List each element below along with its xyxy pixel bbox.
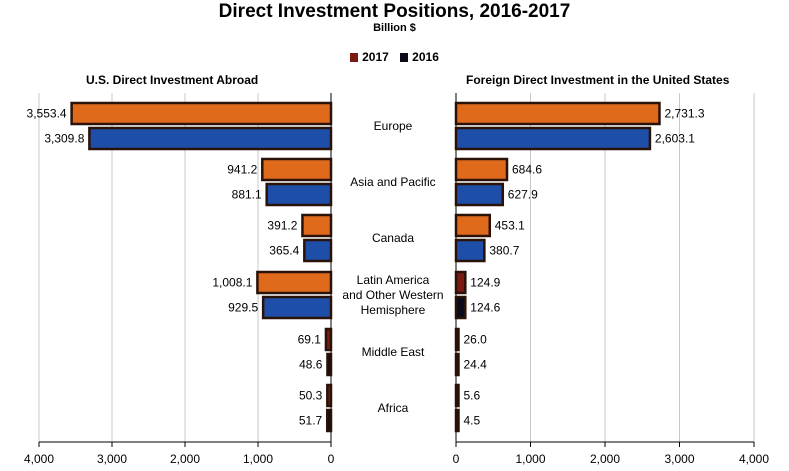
left-panel-title: U.S. Direct Investment Abroad xyxy=(86,73,259,87)
legend-label-2017: 2017 xyxy=(362,50,389,64)
bar-2016-us xyxy=(454,182,505,207)
bar-2016-abroad xyxy=(325,408,333,433)
bar-2017-abroad xyxy=(261,157,333,182)
legend-item-2016: 2016 xyxy=(400,50,439,64)
data-label: 5.6 xyxy=(464,389,481,403)
category-label: and Other Western xyxy=(342,288,443,302)
category-label: Europe xyxy=(374,119,413,133)
data-label: 24.4 xyxy=(464,358,488,372)
data-label: 2,603.1 xyxy=(655,132,695,146)
bar-2016-abroad xyxy=(265,182,333,207)
data-label: 881.1 xyxy=(232,188,262,202)
bar-2017-us xyxy=(454,270,467,295)
bar-2017-us xyxy=(454,327,460,352)
category-label: Asia and Pacific xyxy=(350,175,435,189)
legend-swatch-2016 xyxy=(400,53,409,62)
data-label: 124.9 xyxy=(470,276,500,290)
data-label: 3,553.4 xyxy=(27,107,67,121)
tick-label: 2,000 xyxy=(170,452,200,466)
data-label: 69.1 xyxy=(298,333,322,347)
chart-subtitle: Billion $ xyxy=(373,22,416,34)
data-label: 929.5 xyxy=(228,301,258,315)
legend: 2017 2016 xyxy=(0,50,789,64)
bar-2016-abroad xyxy=(326,352,333,377)
legend-swatch-2017 xyxy=(350,53,359,62)
tick-label: 0 xyxy=(328,452,335,466)
tick-label: 2,000 xyxy=(590,452,620,466)
chart-title: Direct Investment Positions, 2016-2017 xyxy=(218,1,571,22)
data-label: 380.7 xyxy=(489,244,519,258)
legend-label-2016: 2016 xyxy=(412,50,439,64)
bar-2017-abroad xyxy=(256,270,333,295)
data-label: 2,731.3 xyxy=(664,107,704,121)
category-label: Africa xyxy=(378,401,409,415)
bar-2017-abroad xyxy=(326,383,333,408)
label-layer: 4,000 3,000 2,000 1,000 0 3,553.4 941.2 391.2 1,… xyxy=(24,107,769,467)
bar-2016-abroad xyxy=(261,295,333,320)
data-label: 3,309.8 xyxy=(44,132,84,146)
bar-2016-abroad xyxy=(88,126,333,151)
tick-label: 4,000 xyxy=(739,452,769,466)
bar-2017-us xyxy=(454,383,460,408)
bar-layer xyxy=(70,101,661,433)
bar-2017-us xyxy=(454,101,661,126)
data-label: 941.2 xyxy=(227,163,257,177)
bar-2017-us xyxy=(454,213,492,238)
tick-label: 3,000 xyxy=(664,452,694,466)
legend-item-2017: 2017 xyxy=(350,50,389,64)
data-label: 26.0 xyxy=(464,333,488,347)
data-label: 48.6 xyxy=(299,358,323,372)
tick-label: 0 xyxy=(453,452,460,466)
tick-label: 1,000 xyxy=(243,452,273,466)
tick-label: 4,000 xyxy=(24,452,54,466)
bar-2017-abroad xyxy=(70,101,333,126)
data-label: 51.7 xyxy=(299,414,323,428)
data-label: 453.1 xyxy=(495,219,525,233)
data-label: 365.4 xyxy=(269,244,299,258)
bar-2017-abroad xyxy=(324,327,333,352)
bar-2017-us xyxy=(454,157,509,182)
bar-2016-us xyxy=(454,295,467,320)
data-label: 627.9 xyxy=(508,188,538,202)
data-label: 684.6 xyxy=(512,163,542,177)
bar-2016-abroad xyxy=(303,238,333,263)
tick-label: 1,000 xyxy=(515,452,545,466)
tick-label: 3,000 xyxy=(97,452,127,466)
data-label: 1,008.1 xyxy=(212,276,252,290)
bar-2016-us xyxy=(454,238,486,263)
category-label: Canada xyxy=(372,231,414,245)
category-label: Middle East xyxy=(362,345,425,359)
bar-2016-us xyxy=(454,408,460,433)
grid-layer xyxy=(38,93,755,447)
bar-2016-us xyxy=(454,126,652,151)
bar-2017-abroad xyxy=(301,213,333,238)
category-label: Latin America xyxy=(357,273,430,287)
category-label: Hemisphere xyxy=(361,303,426,317)
bar-2016-us xyxy=(454,352,460,377)
data-label: 124.6 xyxy=(470,301,500,315)
data-label: 391.2 xyxy=(267,219,297,233)
data-label: 4.5 xyxy=(464,414,481,428)
data-label: 50.3 xyxy=(299,389,323,403)
right-panel-title: Foreign Direct Investment in the United … xyxy=(466,73,730,87)
